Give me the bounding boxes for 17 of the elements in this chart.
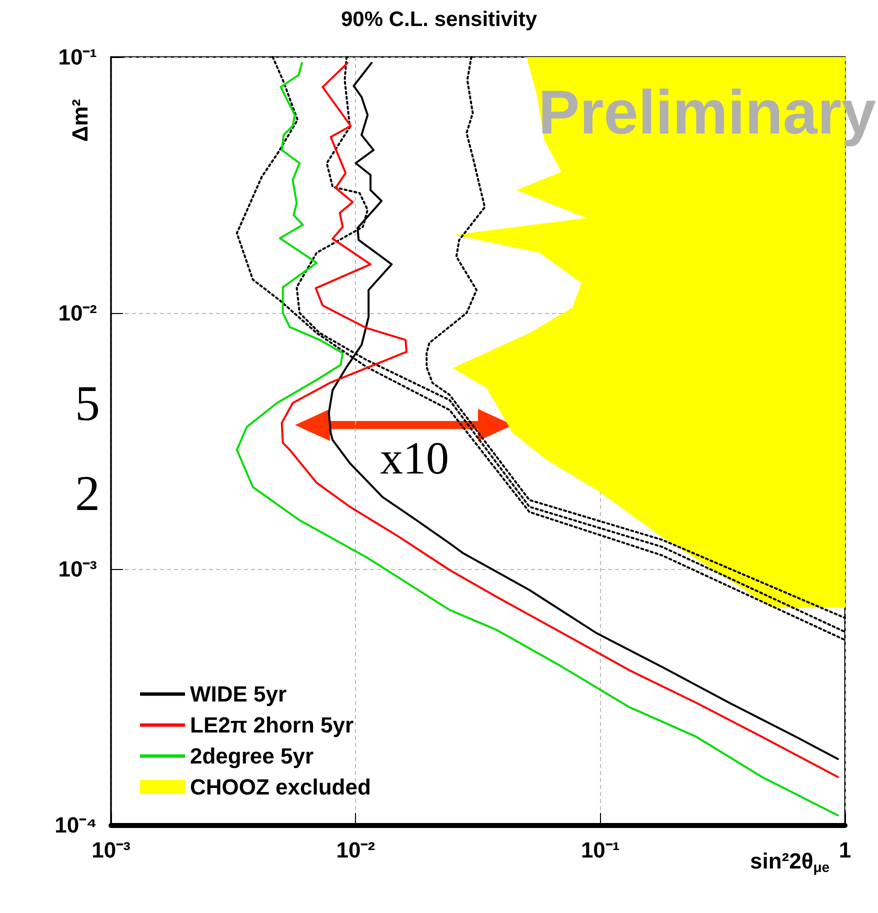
y-axis-title: Δm²	[68, 99, 92, 142]
chart-title: 90% C.L. sensitivity	[340, 8, 538, 31]
legend-label: LE2π 2horn 5yr	[190, 712, 354, 738]
y-tick-label: 10⁻⁴	[54, 812, 97, 838]
x-tick-label: 10⁻³	[92, 838, 130, 862]
y-tick-label: 10⁻³	[58, 556, 97, 582]
y-tick-label: 10⁻¹	[58, 44, 97, 70]
text: 2	[75, 465, 100, 521]
legend-label: WIDE 5yr	[190, 682, 288, 706]
legend-label: CHOOZ excluded	[190, 774, 371, 800]
x-tick-label: 10⁻¹	[580, 838, 620, 862]
x-tick-label: 10⁻²	[336, 838, 376, 862]
x-tick-label: 1	[838, 838, 852, 862]
legend-label: 2degree 5yr	[190, 744, 314, 768]
annotation: x10	[380, 432, 449, 484]
text: 5	[75, 375, 100, 431]
y-tick-label: 10⁻²	[58, 300, 97, 326]
